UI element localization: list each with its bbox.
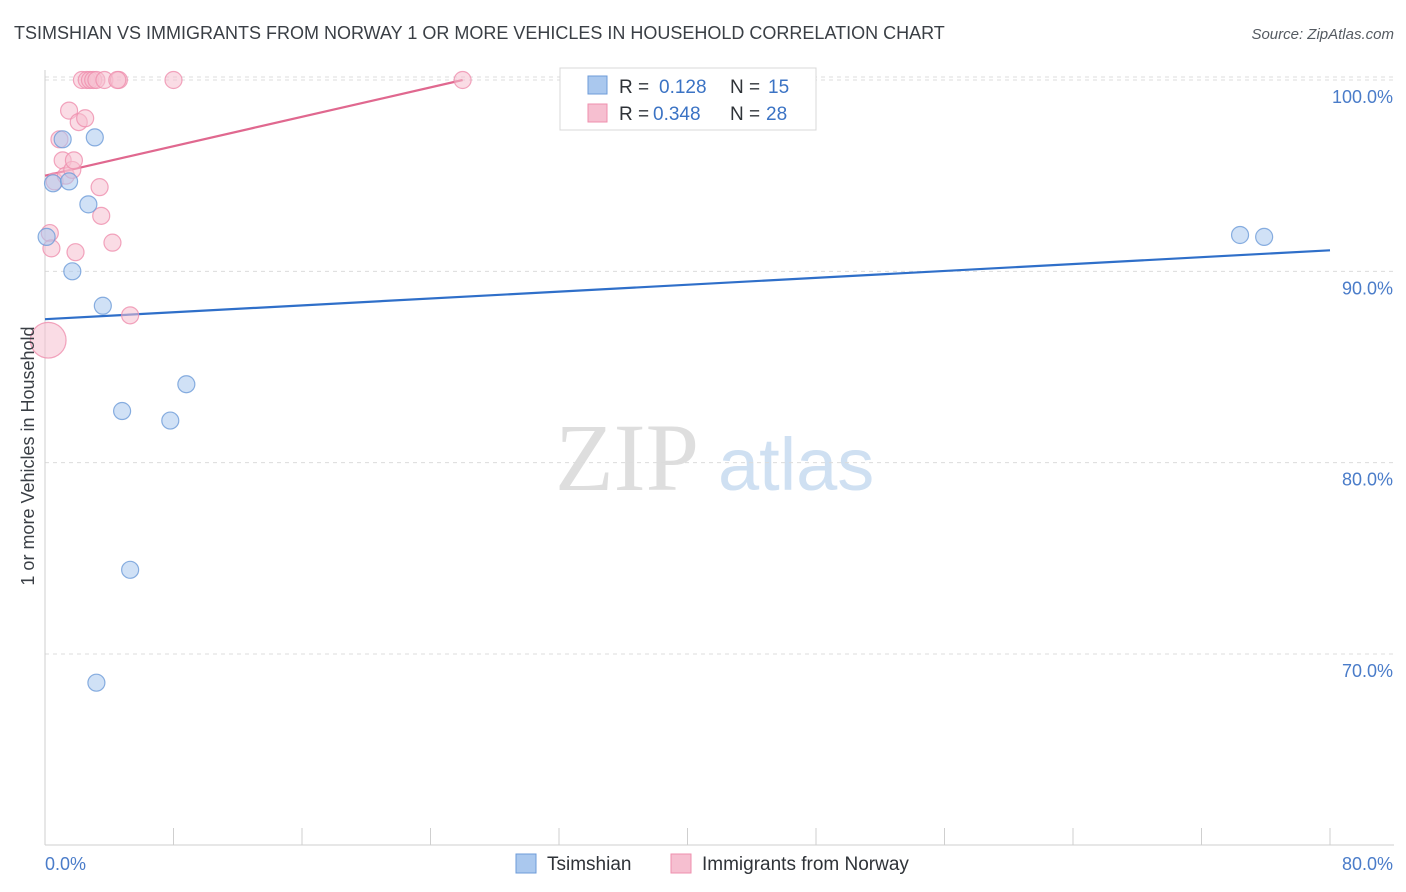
point-tsimshian <box>177 375 196 394</box>
stats-r-label: R = <box>619 104 649 125</box>
point-norway <box>90 178 109 197</box>
data-points <box>29 70 1274 692</box>
legend: Tsimshian Immigrants from Norway <box>515 853 909 875</box>
point-norway <box>103 233 122 252</box>
stats-n-value: 28 <box>766 104 787 125</box>
y-tick-label: 70.0% <box>1342 661 1393 681</box>
watermark: ZIP atlas <box>555 404 874 511</box>
legend-swatch-tsimshian <box>515 853 537 874</box>
point-norway <box>66 243 85 262</box>
legend-swatch-norway <box>670 853 692 874</box>
point-tsimshian <box>93 296 112 315</box>
stats-r-value: 0.348 <box>653 104 701 125</box>
x-tick-label: 80.0% <box>1342 854 1393 874</box>
x-tick-label: 0.0% <box>45 854 86 874</box>
point-tsimshian <box>85 128 104 147</box>
watermark-atlas: atlas <box>718 423 874 506</box>
point-tsimshian <box>63 262 82 281</box>
point-tsimshian <box>121 560 140 579</box>
point-tsimshian <box>53 130 72 149</box>
point-tsimshian <box>59 172 79 191</box>
y-tick-label: 100.0% <box>1332 87 1393 107</box>
legend-label-norway: Immigrants from Norway <box>702 854 909 875</box>
watermark-zip: ZIP <box>555 404 699 511</box>
y-tick-label: 80.0% <box>1342 470 1393 490</box>
point-tsimshian <box>43 174 63 193</box>
stats-n-label: N = <box>730 77 760 98</box>
grid <box>45 76 1394 655</box>
point-norway <box>164 70 183 90</box>
point-norway <box>29 321 67 359</box>
stats-r-value: 0.128 <box>659 77 707 98</box>
point-tsimshian <box>79 195 98 214</box>
point-norway <box>64 151 84 170</box>
point-tsimshian <box>1230 225 1250 245</box>
point-norway <box>453 70 472 90</box>
point-norway <box>108 70 127 90</box>
stats-swatch-blue <box>587 75 608 95</box>
trend-line-tsimshian <box>44 249 1331 321</box>
stats-swatch-pink <box>587 103 608 123</box>
legend-label-tsimshian: Tsimshian <box>547 854 631 875</box>
stats-n-label: N = <box>730 104 760 125</box>
point-tsimshian <box>1255 227 1274 246</box>
y-tick-label: 90.0% <box>1342 278 1393 298</box>
point-tsimshian <box>112 401 132 421</box>
point-norway <box>92 206 111 225</box>
stats-box: R = 0.128 N = 15 R = 0.348 N = 28 <box>559 67 817 131</box>
trend-lines <box>44 78 1331 321</box>
point-tsimshian <box>161 411 180 430</box>
stats-r-label: R = <box>619 77 649 98</box>
point-norway <box>121 306 140 325</box>
point-norway <box>76 109 95 128</box>
trend-line-norway <box>44 78 463 177</box>
axes: 70.0% 80.0% 90.0% 100.0% 0.0% 80.0% <box>44 70 1394 874</box>
point-tsimshian <box>87 673 106 692</box>
point-tsimshian <box>37 227 56 246</box>
chart-title: TSIMSHIAN VS IMMIGRANTS FROM NORWAY 1 OR… <box>14 23 945 43</box>
stats-n-value: 15 <box>768 77 789 98</box>
y-axis-label: 1 or more Vehicles in Household <box>18 326 38 585</box>
source-label: Source: ZipAtlas.com <box>1251 26 1394 43</box>
